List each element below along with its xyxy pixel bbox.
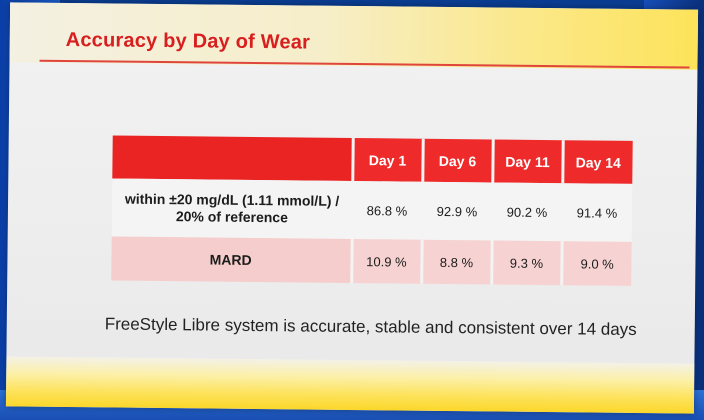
cell-mard-day-14: 9.0 % — [561, 241, 632, 286]
cell-mard-day-6: 8.8 % — [421, 239, 492, 285]
column-header-day-1: Day 1 — [352, 138, 423, 182]
table-row-mard: MARD 10.9 % 8.8 % 9.3 % 9.0 % — [111, 236, 632, 286]
cell-accuracy-day-1: 86.8 % — [351, 181, 423, 240]
footer-band — [5, 356, 695, 414]
table-row-accuracy: within ±20 mg/dL (1.11 mmol/L) / 20% of … — [111, 178, 633, 242]
row-label-accuracy: within ±20 mg/dL (1.11 mmol/L) / 20% of … — [111, 178, 353, 239]
row-label-accuracy-line2: 20% of reference — [175, 208, 289, 226]
column-header-day-6: Day 6 — [422, 138, 493, 183]
presentation-slide: Accuracy by Day of Wear Day 1 Day 6 Day … — [5, 2, 699, 414]
cell-accuracy-day-6: 92.9 % — [421, 181, 493, 241]
cell-accuracy-day-14: 91.4 % — [561, 183, 633, 242]
slide-title: Accuracy by Day of Wear — [65, 28, 311, 54]
accuracy-table: Day 1 Day 6 Day 11 Day 14 within ±20 mg/… — [111, 135, 633, 286]
table-header-row: Day 1 Day 6 Day 11 Day 14 — [112, 135, 633, 184]
cell-mard-day-11: 9.3 % — [491, 240, 562, 286]
row-label-accuracy-line1: within ±20 mg/dL (1.11 mmol/L) / — [124, 190, 340, 209]
column-header-day-11: Day 11 — [492, 139, 563, 184]
row-label-mard: MARD — [111, 236, 352, 283]
table-header-blank — [112, 135, 353, 182]
column-header-day-14: Day 14 — [562, 140, 633, 184]
slide-footnote: FreeStyle Libre system is accurate, stab… — [104, 314, 637, 339]
cell-mard-day-1: 10.9 % — [351, 238, 422, 284]
cell-accuracy-day-11: 90.2 % — [491, 182, 563, 242]
